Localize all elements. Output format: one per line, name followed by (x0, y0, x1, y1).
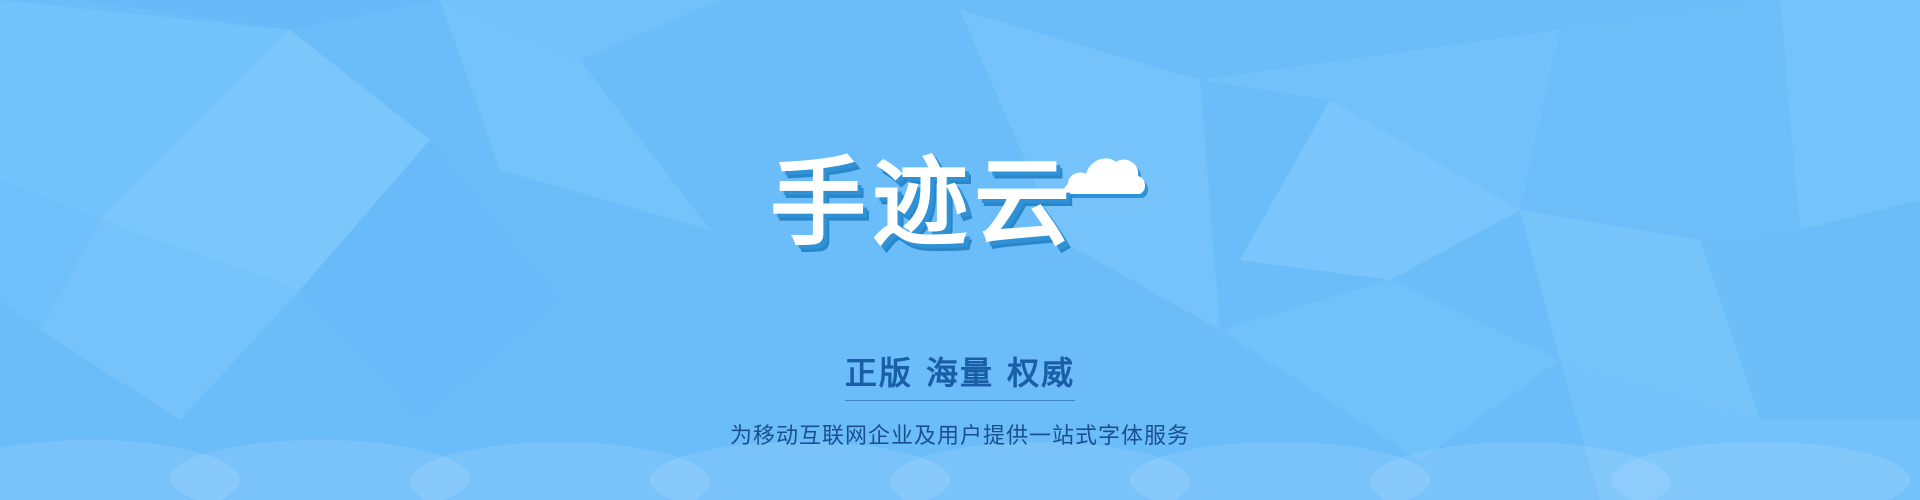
logo[interactable]: 手迹云 (770, 148, 1150, 273)
tagline-row: 正版 海量 权威 (0, 348, 1920, 401)
logo-text: 手迹云 (770, 147, 1076, 259)
cloud-icon (1064, 158, 1149, 198)
tagline: 正版 海量 权威 (844, 348, 1076, 401)
subtitle: 为移动互联网企业及用户提供一站式字体服务 (729, 424, 1190, 449)
